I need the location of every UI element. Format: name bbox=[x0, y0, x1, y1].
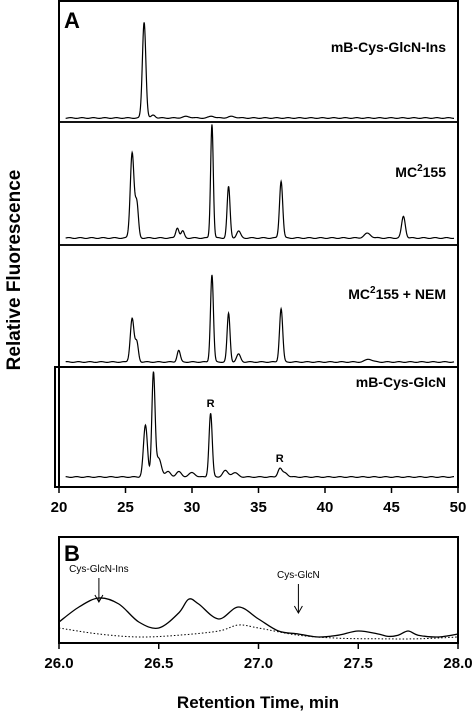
x-tick-label: 35 bbox=[250, 499, 267, 516]
trace-3-box bbox=[58, 244, 459, 368]
trace-3-line bbox=[65, 274, 455, 363]
peak-marker-r: R bbox=[207, 398, 215, 410]
x-tick-label: 25 bbox=[117, 499, 134, 516]
trace-2-title: MC2155 bbox=[395, 163, 446, 180]
x-tick-label: 50 bbox=[450, 499, 467, 516]
peak-markers: RR bbox=[207, 398, 284, 465]
annotation-label: Cys-GlcN bbox=[277, 570, 320, 581]
trace-paths bbox=[65, 22, 455, 479]
panel-b-label: B bbox=[64, 541, 80, 566]
trace-1-title: mB-Cys-GlcN-Ins bbox=[331, 39, 446, 55]
x-tick-label: 40 bbox=[317, 499, 334, 516]
trace-1-line bbox=[65, 22, 455, 119]
trace-4-line bbox=[65, 371, 455, 479]
trace-3-title: MC2155 + NEM bbox=[348, 285, 446, 302]
x-tick-label: 28.0 bbox=[443, 655, 472, 672]
trace-4-title: mB-Cys-GlcN bbox=[356, 374, 446, 390]
panel-a-frame bbox=[58, 0, 459, 488]
panel-b-frame bbox=[58, 536, 459, 644]
panel-b-annotations: Cys-GlcN-Ins Cys-GlcN bbox=[69, 564, 320, 615]
annotation-label: Cys-GlcN-Ins bbox=[69, 564, 128, 575]
panel-a-x-ticks: 20 25 30 35 40 45 50 bbox=[51, 487, 467, 516]
trace-1-box bbox=[58, 0, 459, 123]
peak-marker-r: R bbox=[276, 453, 284, 465]
trace-4-box bbox=[54, 366, 459, 488]
panel-b-solid-line bbox=[58, 597, 459, 638]
x-tick-label: 27.5 bbox=[344, 655, 373, 672]
x-tick-label: 26.0 bbox=[44, 655, 73, 672]
panel-b-series bbox=[58, 597, 459, 640]
panel-a-label: A bbox=[64, 8, 80, 33]
x-tick-label: 45 bbox=[383, 499, 400, 516]
x-tick-label: 27.0 bbox=[244, 655, 273, 672]
x-axis-label: Retention Time, min bbox=[177, 693, 339, 712]
trace-2-line bbox=[65, 124, 455, 240]
x-tick-label: 26.5 bbox=[144, 655, 173, 672]
panel-b-x-ticks: 26.0 26.5 27.0 27.5 28.0 bbox=[44, 643, 473, 672]
x-tick-label: 30 bbox=[184, 499, 201, 516]
y-axis-label: Relative Fluorescence bbox=[4, 170, 25, 371]
annotation-arrowhead bbox=[94, 594, 104, 604]
panel-b-dotted-line bbox=[58, 624, 459, 640]
annotation-arrowhead bbox=[293, 605, 303, 615]
trace-2-box bbox=[58, 121, 459, 246]
x-tick-label: 20 bbox=[51, 499, 68, 516]
